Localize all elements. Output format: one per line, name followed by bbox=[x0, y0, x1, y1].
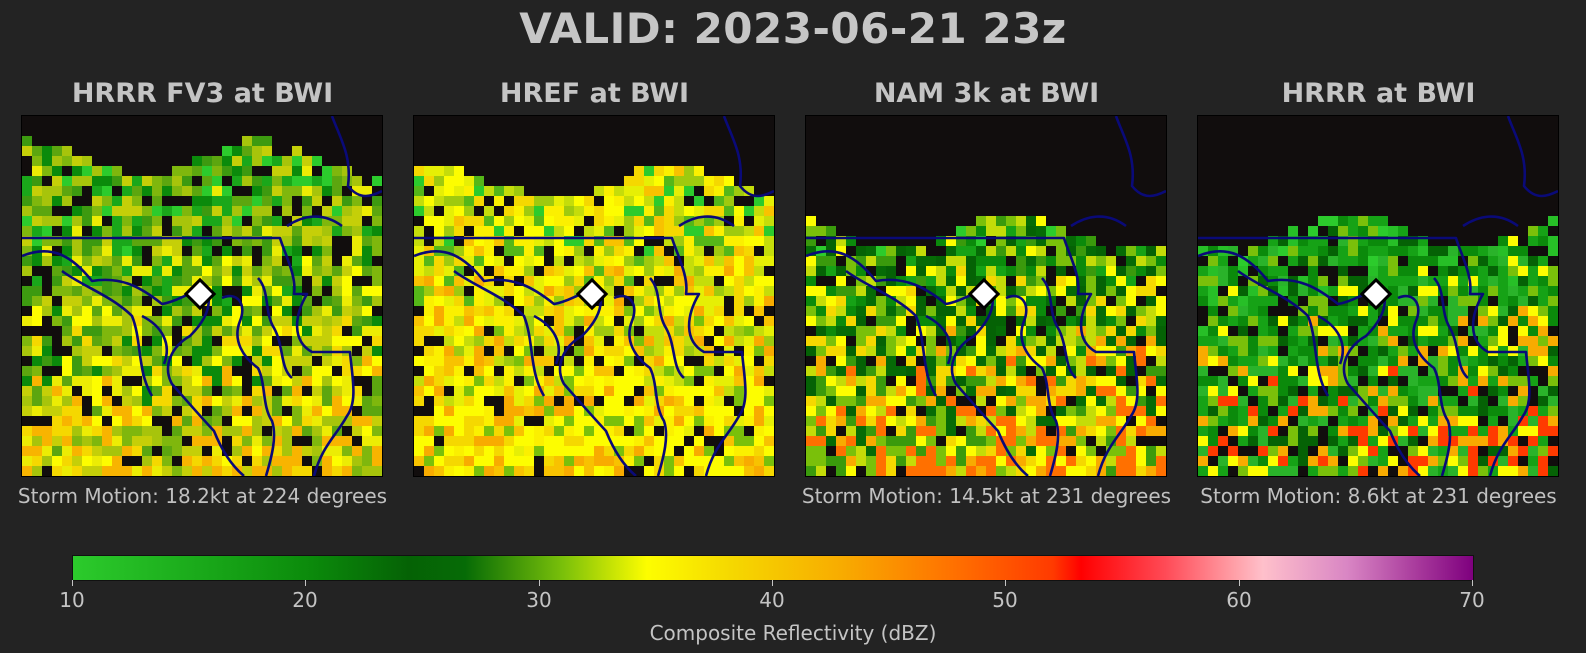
station-diamond-icon bbox=[1359, 277, 1393, 311]
radar-field bbox=[414, 116, 774, 476]
panel-title: HRRR at BWI bbox=[1281, 78, 1476, 109]
colorbar-tick-label: 40 bbox=[759, 588, 785, 612]
colorbar-label: Composite Reflectivity (dBZ) bbox=[649, 621, 937, 645]
reflectivity-map[interactable] bbox=[1197, 115, 1559, 477]
valid-time-title: VALID: 2023-06-21 23z bbox=[519, 4, 1067, 53]
panel-title: HRRR FV3 at BWI bbox=[71, 78, 334, 109]
panel-title: NAM 3k at BWI bbox=[873, 78, 1100, 109]
colorbar-tick-label: 30 bbox=[526, 588, 552, 612]
radar-field bbox=[22, 116, 382, 476]
colorbar-tick bbox=[1005, 580, 1006, 586]
colorbar-tick bbox=[772, 580, 773, 586]
colorbar-tick-label: 70 bbox=[1459, 588, 1485, 612]
colorbar-tick-label: 10 bbox=[59, 588, 85, 612]
station-diamond-icon bbox=[183, 277, 217, 311]
colorbar-tick bbox=[72, 580, 73, 586]
storm-motion-text: Storm Motion: 14.5kt at 231 degrees bbox=[801, 484, 1172, 508]
radar-field bbox=[1198, 116, 1558, 476]
reflectivity-map[interactable] bbox=[413, 115, 775, 477]
reflectivity-colorbar bbox=[72, 555, 1474, 581]
colorbar-tick-label: 60 bbox=[1226, 588, 1252, 612]
reflectivity-map[interactable] bbox=[805, 115, 1167, 477]
colorbar-tick bbox=[305, 580, 306, 586]
reflectivity-map[interactable] bbox=[21, 115, 383, 477]
station-diamond-icon bbox=[575, 277, 609, 311]
panel-title: HREF at BWI bbox=[499, 78, 690, 109]
colorbar-tick-label: 20 bbox=[292, 588, 318, 612]
colorbar-tick bbox=[1239, 580, 1240, 586]
colorbar-tick bbox=[1472, 580, 1473, 586]
radar-field bbox=[806, 116, 1166, 476]
storm-motion-text: Storm Motion: 8.6kt at 231 degrees bbox=[1200, 484, 1557, 508]
storm-motion-text: Storm Motion: 18.2kt at 224 degrees bbox=[17, 484, 388, 508]
station-diamond-icon bbox=[967, 277, 1001, 311]
colorbar-tick bbox=[539, 580, 540, 586]
colorbar-tick-label: 50 bbox=[992, 588, 1018, 612]
